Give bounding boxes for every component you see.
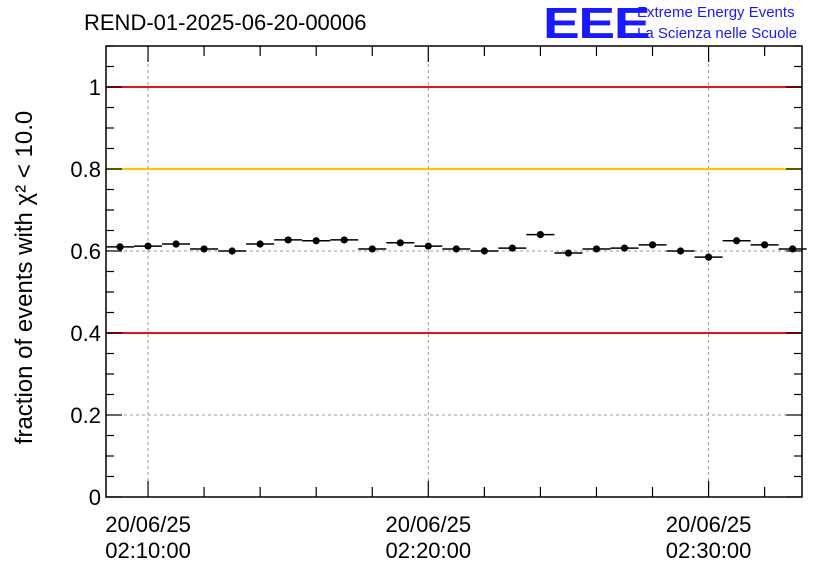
data-point-marker xyxy=(704,253,713,261)
x-tick-label-time: 02:20:00 xyxy=(385,538,471,563)
y-tick-label: 1 xyxy=(89,75,101,100)
data-point-marker xyxy=(424,242,432,250)
data-point xyxy=(610,244,639,252)
reference-lines xyxy=(106,86,802,334)
data-point xyxy=(106,243,135,251)
data-point-marker xyxy=(396,239,404,247)
data-point xyxy=(134,242,163,250)
data-point-marker xyxy=(312,237,320,245)
data-point-marker xyxy=(144,242,152,250)
data-point xyxy=(358,245,387,253)
data-point xyxy=(470,247,499,255)
chart-title: REND-01-2025-06-20-00006 xyxy=(84,10,367,35)
data-point xyxy=(386,239,415,247)
data-point-marker xyxy=(452,245,460,253)
data-point-marker xyxy=(564,249,573,257)
data-point-marker xyxy=(592,245,601,253)
data-point xyxy=(330,236,359,244)
data-point-marker xyxy=(536,231,545,239)
data-point xyxy=(750,241,779,249)
data-point xyxy=(694,253,723,261)
data-point-marker xyxy=(228,247,236,255)
x-tick-label-time: 02:10:00 xyxy=(105,538,191,563)
data-point xyxy=(414,242,443,250)
data-point-marker xyxy=(761,241,769,249)
data-point xyxy=(218,247,247,255)
data-points xyxy=(106,231,807,261)
data-point xyxy=(666,247,695,255)
x-tick-label-time: 02:30:00 xyxy=(666,538,752,563)
y-tick-label: 0 xyxy=(89,485,101,510)
logo-line-1: Extreme Energy Events xyxy=(637,4,795,21)
data-point xyxy=(162,240,191,248)
data-point xyxy=(722,237,751,245)
data-point-marker xyxy=(116,243,124,251)
data-point xyxy=(246,240,275,248)
y-axis-label: fraction of events with χ² < 10.0 xyxy=(11,111,38,444)
tick-labels: 00.20.40.60.8120/06/2502:10:0020/06/2502… xyxy=(70,75,751,563)
data-point-marker xyxy=(284,236,292,244)
data-point-marker xyxy=(733,237,741,245)
data-point xyxy=(638,241,667,249)
data-point xyxy=(554,249,583,257)
data-point xyxy=(302,237,331,245)
data-point-marker xyxy=(648,241,657,249)
y-tick-label: 0.6 xyxy=(70,239,101,264)
data-point-marker xyxy=(200,245,208,253)
logo-line-2: La Scienza nelle Scuole xyxy=(637,25,798,42)
data-point-marker xyxy=(508,244,516,252)
y-tick-label: 0.4 xyxy=(70,321,101,346)
plot-frame xyxy=(105,45,803,498)
data-point xyxy=(274,236,303,244)
data-point xyxy=(526,231,555,239)
data-point xyxy=(442,245,471,253)
ticks xyxy=(106,45,802,498)
data-point-marker xyxy=(480,247,488,255)
data-point-marker xyxy=(256,240,264,248)
data-point-marker xyxy=(172,240,180,248)
x-tick-label-date: 20/06/25 xyxy=(105,512,191,537)
data-point-marker xyxy=(620,244,629,252)
data-point xyxy=(582,245,611,253)
data-point-marker xyxy=(340,236,348,244)
y-tick-label: 0.8 xyxy=(70,157,101,182)
data-point-marker xyxy=(676,247,685,255)
x-tick-label-date: 20/06/25 xyxy=(385,512,471,537)
data-point-marker xyxy=(368,245,376,253)
y-tick-label: 0.2 xyxy=(70,403,101,428)
data-point xyxy=(498,244,527,252)
x-tick-label-date: 20/06/25 xyxy=(666,512,752,537)
logo-mark: EEE xyxy=(543,0,651,48)
data-point xyxy=(190,245,219,253)
grid-layer xyxy=(106,46,802,497)
